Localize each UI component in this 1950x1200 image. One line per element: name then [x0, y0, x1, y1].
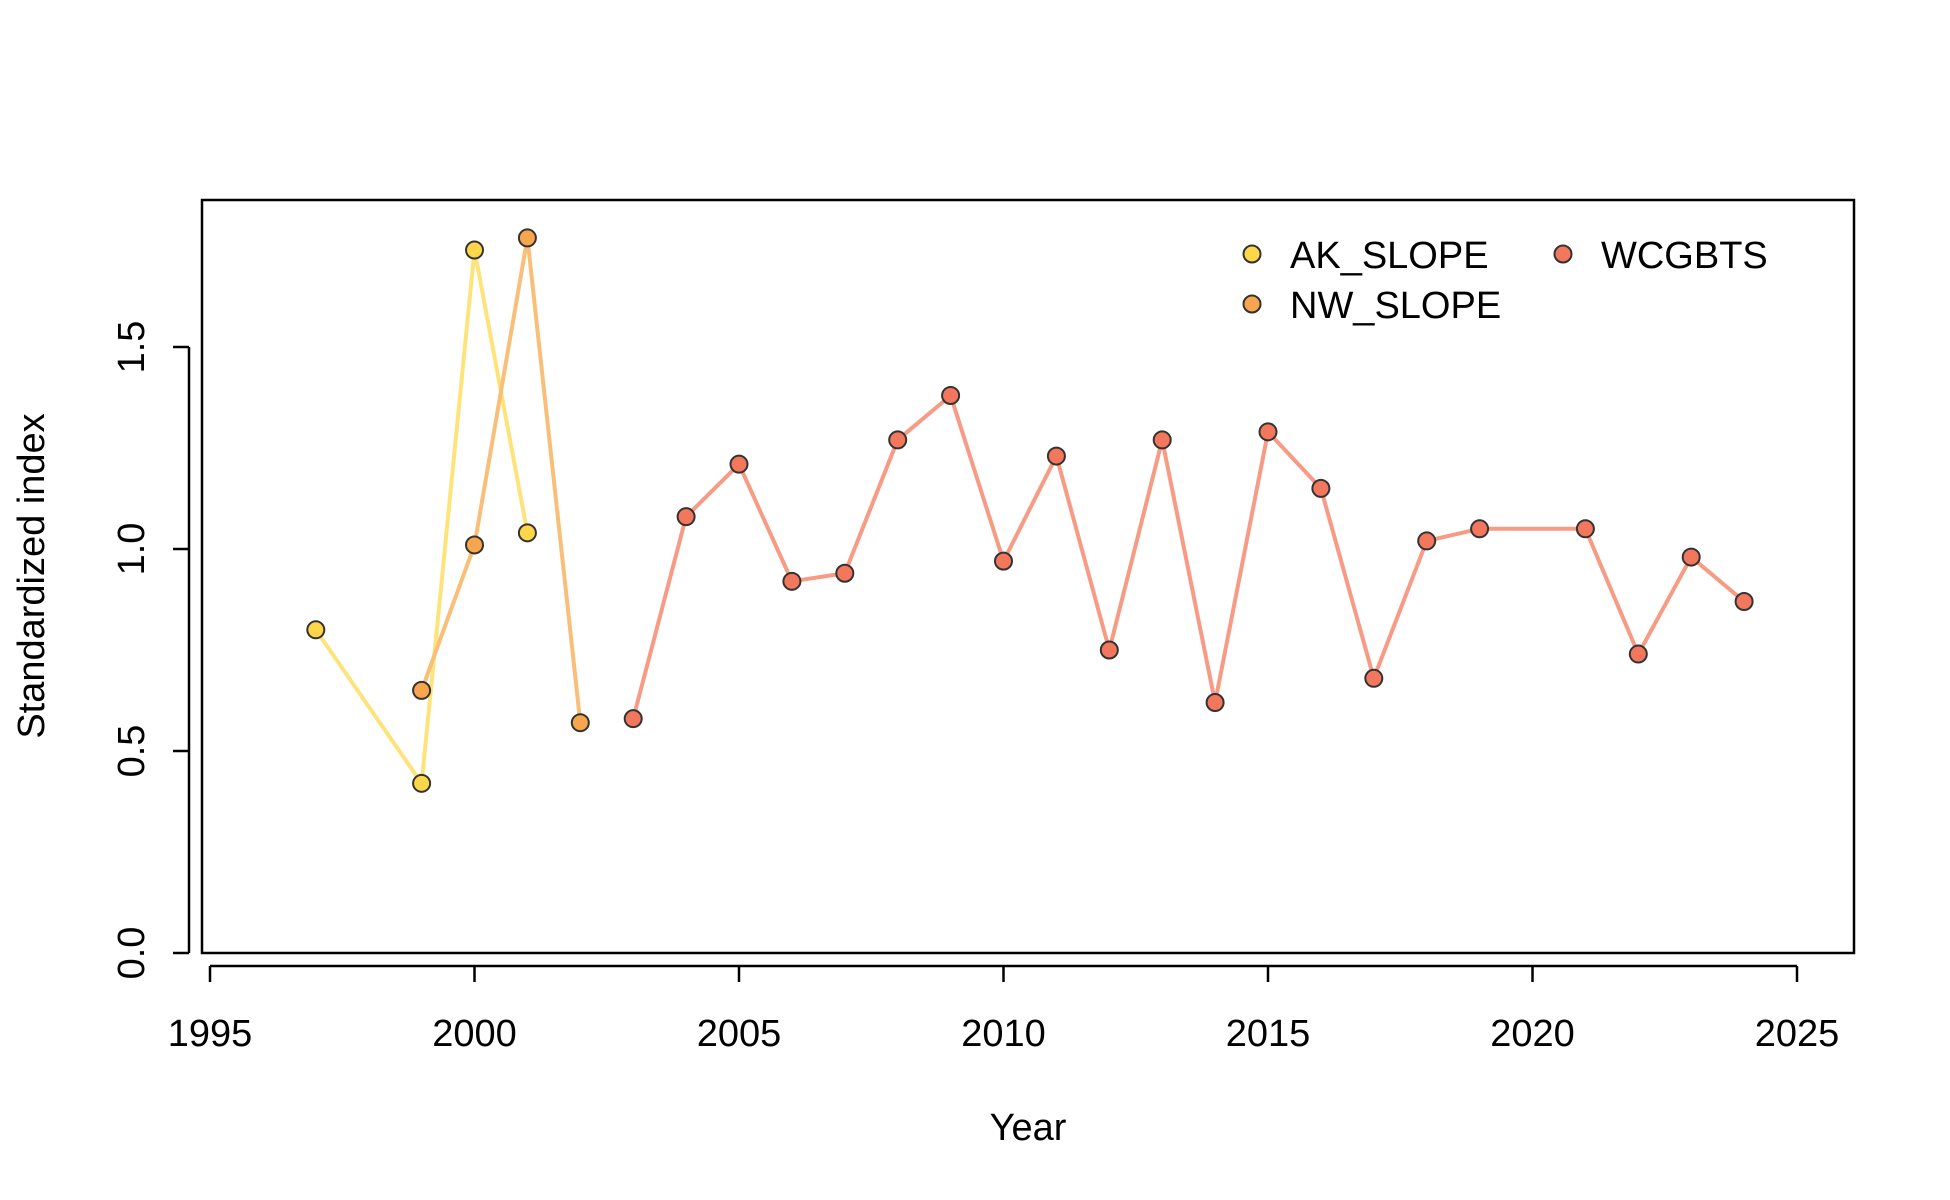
data-point-wcgbts: [1099, 640, 1119, 660]
legend-marker-ak-slope: [1242, 244, 1262, 264]
y-tick-label: 0.5: [111, 725, 153, 778]
x-tick-label: 2020: [1490, 1013, 1575, 1055]
data-point-wcgbts: [1046, 446, 1066, 466]
data-point-ak-slope: [465, 240, 484, 260]
data-point-wcgbts: [1628, 644, 1648, 664]
data-point-wcgbts: [1681, 547, 1701, 567]
legend: AK_SLOPE NW_SLOPE WCGBTS: [1242, 235, 1768, 327]
x-tick-label: 2000: [432, 1013, 517, 1055]
y-axis: 0.0 0.5 1.0 1.5: [111, 321, 191, 980]
data-point-ak-slope: [517, 523, 537, 543]
legend-marker-wcgbts: [1553, 244, 1573, 264]
data-point-wcgbts: [994, 551, 1013, 571]
legend-label-ak-slope: AK_SLOPE: [1290, 235, 1489, 277]
data-point-wcgbts: [941, 385, 961, 405]
plot-frame: [200, 198, 1856, 955]
data-point-wcgbts: [1258, 422, 1278, 442]
data-point-wcgbts: [1417, 531, 1437, 551]
data-point-wcgbts: [782, 571, 802, 591]
data-point-nw-slope: [517, 228, 537, 248]
x-tick-label: 2010: [961, 1013, 1046, 1055]
data-point-wcgbts: [835, 563, 855, 583]
series-line-wcgbts: [631, 393, 1746, 720]
x-tick-label: 1995: [168, 1013, 253, 1055]
data-point-wcgbts: [1364, 668, 1384, 688]
data-point-wcgbts: [1734, 592, 1754, 612]
x-axis-title: Year: [990, 1107, 1067, 1149]
data-point-wcgbts: [1470, 519, 1490, 539]
data-point-wcgbts: [729, 454, 749, 474]
data-point-wcgbts: [1575, 519, 1595, 539]
data-point-nw-slope: [412, 680, 432, 700]
series-layer: [306, 228, 1754, 793]
data-point-wcgbts: [888, 430, 908, 450]
data-point-nw-slope: [465, 535, 484, 555]
data-point-wcgbts: [623, 709, 643, 729]
x-axis: 1995 2000 2005 2010 2015 2020 2025: [168, 964, 1840, 1055]
data-point-ak-slope: [306, 620, 326, 640]
legend-marker-nw-slope: [1242, 294, 1262, 314]
x-tick-label: 2015: [1226, 1013, 1311, 1055]
data-point-ak-slope: [412, 773, 432, 793]
y-axis-title: Standardized index: [11, 413, 53, 738]
x-tick-label: 2025: [1755, 1013, 1840, 1055]
data-point-wcgbts: [1152, 430, 1172, 450]
data-point-wcgbts: [676, 507, 696, 527]
data-point-nw-slope: [570, 713, 590, 733]
data-point-wcgbts: [1205, 693, 1225, 713]
legend-label-wcgbts: WCGBTS: [1601, 235, 1768, 277]
y-tick-label: 0.0: [111, 927, 153, 980]
series-line-nw-slope: [419, 235, 583, 723]
data-point-wcgbts: [1311, 478, 1331, 498]
series-line-ak-slope: [314, 248, 530, 786]
x-tick-label: 2005: [697, 1013, 782, 1055]
y-tick-label: 1.0: [111, 523, 153, 576]
legend-label-nw-slope: NW_SLOPE: [1290, 285, 1501, 327]
y-tick-label: 1.5: [111, 321, 153, 374]
